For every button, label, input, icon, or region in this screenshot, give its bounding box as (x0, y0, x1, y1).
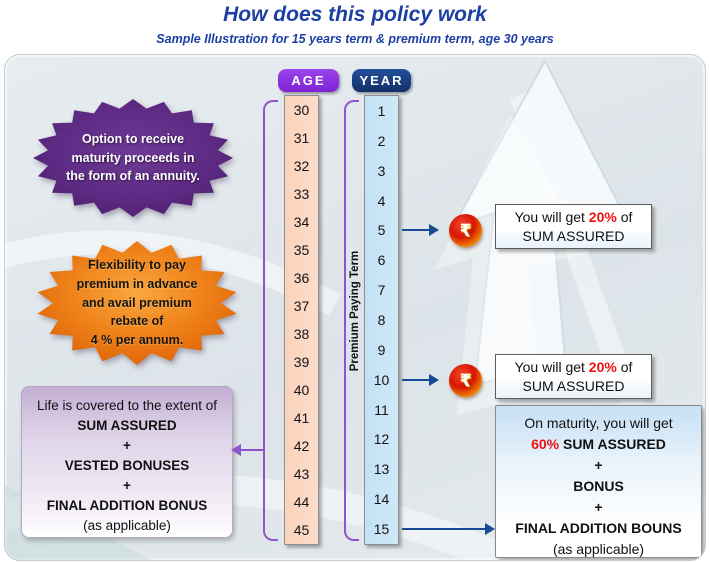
payout-line2: SUM ASSURED (522, 378, 625, 394)
premium-paying-term-label: Premium Paying Term (349, 250, 361, 372)
year-value: 13 (373, 461, 390, 478)
age-value: 33 (293, 186, 310, 202)
maturity-line: FINAL ADDITION BOUNS (515, 520, 682, 536)
life-cover-line: SUM ASSURED (77, 418, 177, 433)
year-column-header: YEAR (352, 69, 411, 92)
maturity-line: (as applicable) (552, 541, 645, 557)
year-value: 3 (377, 162, 386, 179)
year-value: 1 (377, 102, 386, 119)
payout-line2: SUM ASSURED (522, 228, 625, 244)
year-value: 6 (377, 252, 386, 269)
year-value: 8 (377, 311, 386, 328)
age-value: 35 (293, 242, 310, 258)
age-value: 45 (293, 522, 310, 538)
year-value: 11 (374, 401, 389, 418)
life-cover-line: FINAL ADDITION BONUS (46, 498, 208, 513)
year-column: 1 2 3 4 5 6 7 8 9 10 11 12 13 14 15 (364, 95, 399, 545)
page-title: How does this policy work (223, 3, 487, 26)
rupee-coin-icon: ₹ (449, 214, 482, 247)
age-value: 34 (293, 214, 310, 230)
year10-arrowhead-icon (429, 374, 439, 386)
page-subtitle: Sample Illustration for 15 years term & … (156, 32, 554, 46)
year-value: 12 (373, 431, 390, 448)
payout-line1: You will get 20% of (514, 359, 633, 375)
age-value: 44 (293, 494, 310, 510)
life-cover-line: Life is covered to the extent of (36, 398, 218, 413)
age-value: 32 (293, 158, 310, 174)
year-value: 14 (373, 491, 390, 508)
plus-sign: + (594, 457, 603, 473)
payout-line1: You will get 20% of (514, 209, 633, 225)
age-value: 40 (293, 382, 310, 398)
diagram-panel: Option to receive maturity proceeds in t… (4, 54, 706, 561)
year-value: 9 (377, 341, 386, 358)
year5-payout-box: You will get 20% of SUM ASSURED (495, 204, 652, 249)
age-bracket (263, 100, 278, 541)
life-cover-arrowhead-icon (231, 444, 241, 456)
year-value: 7 (377, 282, 386, 299)
year10-connector-line (402, 379, 430, 381)
age-value: 31 (293, 130, 310, 146)
maturity-line: BONUS (573, 478, 624, 494)
age-value: 42 (293, 438, 310, 454)
age-value: 30 (293, 102, 310, 118)
rebate-starburst (37, 241, 237, 365)
age-value: 36 (293, 270, 310, 286)
premium-term-bracket (344, 100, 359, 541)
year-value: 10 (373, 371, 390, 388)
plus-sign: + (123, 438, 131, 453)
year-value: 4 (377, 192, 386, 209)
year10-payout-box: You will get 20% of SUM ASSURED (495, 354, 652, 399)
age-value: 43 (293, 466, 310, 482)
life-cover-line: VESTED BONUSES (64, 458, 190, 473)
year-value: 2 (377, 132, 386, 149)
year-value: 5 (377, 222, 386, 239)
annuity-starburst (33, 99, 233, 217)
plus-sign: + (123, 478, 131, 493)
life-cover-connector-line (240, 449, 264, 451)
life-cover-box: Life is covered to the extent of SUM ASS… (21, 386, 233, 538)
rebate-starburst-text: Flexibility to pay premium in advance an… (76, 258, 198, 348)
age-value: 38 (293, 326, 310, 342)
rupee-coin-icon: ₹ (449, 364, 482, 397)
age-column-header: AGE (278, 69, 339, 92)
age-value: 39 (293, 354, 310, 370)
maturity-line: 60% SUM ASSURED (531, 436, 666, 452)
year5-arrowhead-icon (429, 224, 439, 236)
plus-sign: + (594, 499, 603, 515)
age-column: 30 31 32 33 34 35 36 37 38 39 40 41 42 4… (284, 95, 319, 545)
age-value: 37 (293, 298, 310, 314)
annuity-starburst-text: Option to receive maturity proceeds in t… (66, 131, 200, 184)
year5-connector-line (402, 229, 430, 231)
maturity-box: On maturity, you will get 60% SUM ASSURE… (495, 405, 702, 558)
year15-connector-line (402, 528, 486, 530)
year15-arrowhead-icon (485, 523, 495, 535)
age-value: 41 (293, 410, 310, 426)
year-value: 15 (373, 520, 390, 537)
life-cover-line: (as applicable) (83, 518, 171, 533)
maturity-line: On maturity, you will get (524, 415, 673, 431)
